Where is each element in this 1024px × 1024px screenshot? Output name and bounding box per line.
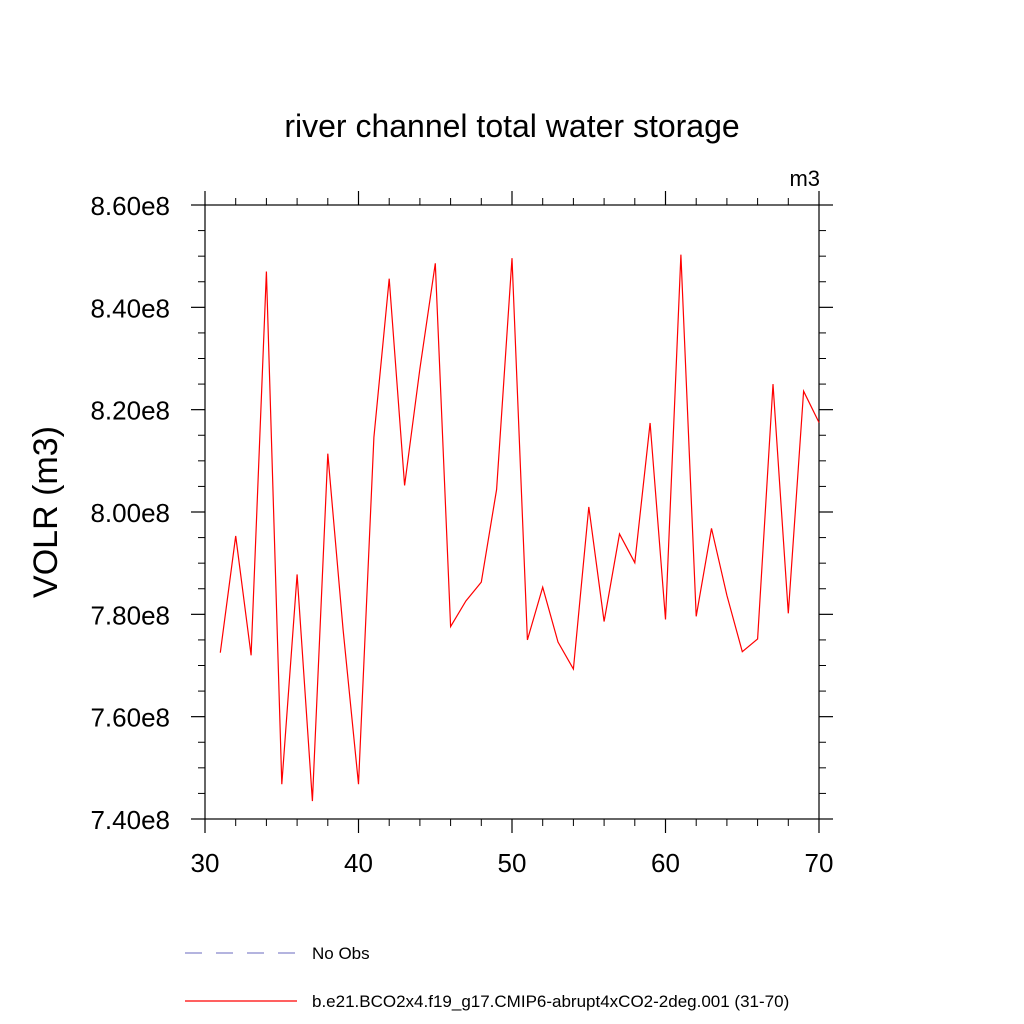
x-tick-label: 50 bbox=[498, 848, 527, 878]
x-tick-label: 60 bbox=[651, 848, 680, 878]
plot-frame bbox=[204, 204, 820, 820]
y-tick-label: 8.60e8 bbox=[90, 191, 170, 221]
y-tick-label: 7.80e8 bbox=[90, 600, 170, 630]
series-group bbox=[219, 254, 820, 802]
y-tick-label: 8.00e8 bbox=[90, 498, 170, 528]
legend: No Obs b.e21.BCO2x4.f19_g17.CMIP6-abrupt4… bbox=[185, 944, 789, 1011]
legend-label: b.e21.BCO2x4.f19_g17.CMIP6-abrupt4xCO2-2… bbox=[312, 992, 789, 1011]
chart-title: river channel total water storage bbox=[284, 108, 739, 144]
x-tick-label: 40 bbox=[344, 848, 373, 878]
x-tick-label: 70 bbox=[805, 848, 834, 878]
y-tick-label: 7.60e8 bbox=[90, 703, 170, 733]
y-tick-label: 7.40e8 bbox=[90, 805, 170, 835]
y-tick-label: 8.20e8 bbox=[90, 396, 170, 426]
series-line bbox=[219, 254, 820, 802]
legend-label: No Obs bbox=[312, 944, 370, 963]
y-tick-label: 8.40e8 bbox=[90, 293, 170, 323]
units-label: m3 bbox=[789, 166, 820, 191]
x-tick-label: 30 bbox=[191, 848, 220, 878]
plot-axes: 30 40 50 60 70 7.40e8 7.60e8 7.80e8 8.00e8 8.20e8… bbox=[90, 191, 833, 878]
y-axis-label: VOLR (m3) bbox=[27, 426, 65, 598]
